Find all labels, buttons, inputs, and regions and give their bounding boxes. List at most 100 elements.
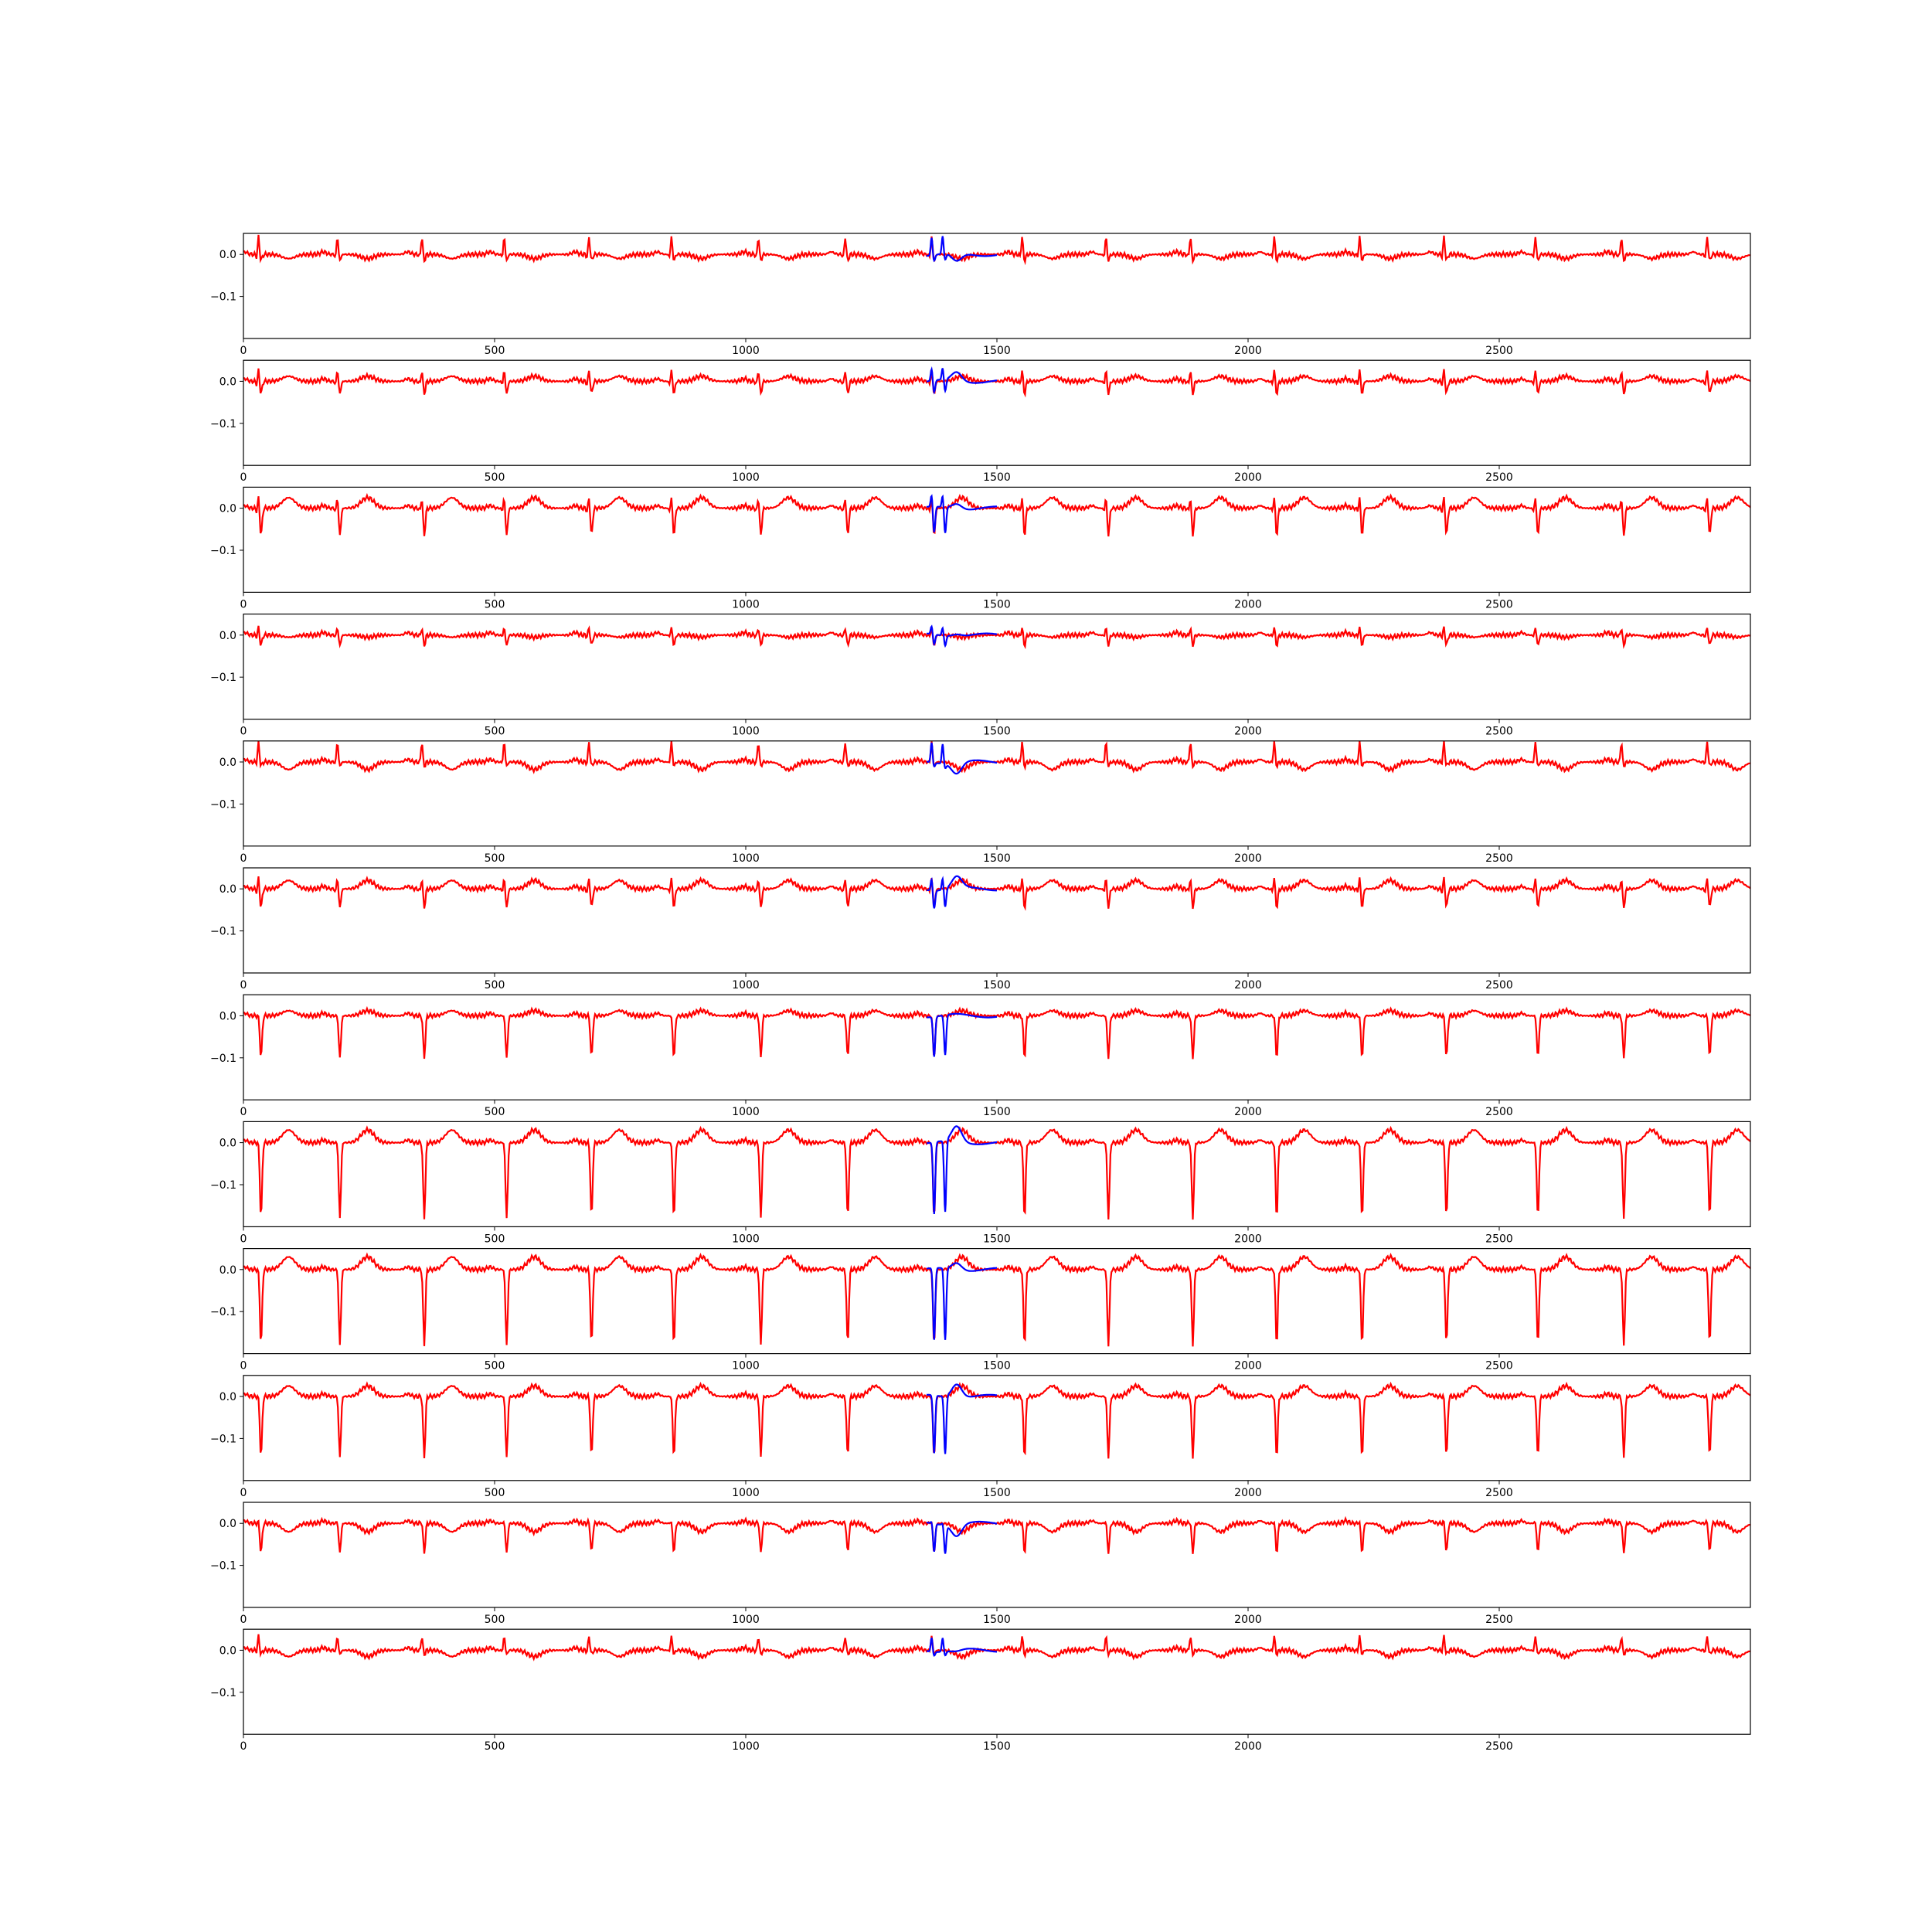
y-tick-label: −0.1: [210, 1306, 236, 1318]
x-tick-label: 500: [485, 1106, 505, 1118]
x-tick-label: 2500: [1485, 1487, 1513, 1499]
x-tick-label: 500: [485, 1614, 505, 1626]
x-tick-label: 2500: [1485, 1740, 1513, 1753]
x-tick-label: 500: [485, 852, 505, 865]
subplot-5: 0 500 1000 1500 2000 2500 0.0 −0.1: [210, 740, 1751, 865]
signal-line: [243, 1005, 1751, 1060]
x-tick-label: 500: [485, 598, 505, 611]
x-tick-label: 2000: [1234, 1487, 1262, 1499]
x-tick-label: 1000: [732, 852, 760, 865]
x-tick-label: 1000: [732, 1106, 760, 1118]
x-tick-label: 1000: [732, 1740, 760, 1753]
y-tick-label: −0.1: [210, 545, 236, 557]
signal-line: [243, 876, 1751, 911]
x-tick-label: 2500: [1485, 1614, 1513, 1626]
x-tick-label: 1000: [732, 1233, 760, 1245]
subplot-3: 0 500 1000 1500 2000 2500 0.0 −0.1: [210, 486, 1751, 611]
x-tick-label: 1500: [983, 1487, 1011, 1499]
x-tick-label: 1000: [732, 598, 760, 611]
x-tick-label: 2500: [1485, 471, 1513, 484]
y-tick-label: 0.0: [219, 883, 236, 896]
signal-line: [243, 492, 1751, 537]
overlay-line: [926, 366, 998, 395]
signal-line: [243, 1634, 1751, 1662]
x-tick-label: 2500: [1485, 1233, 1513, 1245]
x-tick-label: 1500: [983, 852, 1011, 865]
x-tick-label: 1500: [983, 979, 1011, 992]
signal-line: [243, 625, 1751, 650]
subplot-6: 0 500 1000 1500 2000 2500 0.0 −0.1: [210, 867, 1751, 992]
overlay-line: [927, 1012, 998, 1057]
x-tick-label: 2000: [1234, 598, 1262, 611]
x-tick-label: 0: [240, 1740, 247, 1753]
x-tick-label: 0: [240, 1487, 247, 1499]
x-tick-label: 0: [240, 345, 247, 357]
y-tick-label: 0.0: [219, 757, 236, 769]
x-tick-label: 0: [240, 598, 247, 611]
overlay-line: [926, 742, 998, 775]
x-tick-label: 1000: [732, 1487, 760, 1499]
y-tick-label: 0.0: [219, 1264, 236, 1277]
x-tick-label: 0: [240, 471, 247, 484]
x-tick-label: 0: [240, 726, 247, 738]
x-tick-label: 2000: [1234, 345, 1262, 357]
x-tick-label: 2000: [1234, 1106, 1262, 1118]
y-tick-label: 0.0: [219, 630, 236, 642]
overlay-line: [926, 1262, 997, 1340]
x-tick-label: 1500: [983, 1360, 1011, 1372]
subplots: 0 500 1000 1500 2000 2500 0.0 −0.1 0 500 1000 1500 2…: [210, 233, 1751, 1753]
y-tick-label: −0.1: [210, 672, 236, 684]
y-tick-label: 0.0: [219, 503, 236, 515]
y-tick-label: 0.0: [219, 1391, 236, 1403]
subplot-10: 0 500 1000 1500 2000 2500 0.0 −0.1: [210, 1375, 1751, 1499]
overlay-line: [926, 1125, 998, 1214]
x-tick-label: 1000: [732, 345, 760, 357]
y-tick-label: 0.0: [219, 376, 236, 388]
overlay-line: [926, 624, 998, 648]
y-tick-label: −0.1: [210, 1687, 236, 1699]
subplot-11: 0 500 1000 1500 2000 2500 0.0 −0.1: [210, 1502, 1751, 1626]
x-tick-label: 2500: [1485, 726, 1513, 738]
x-tick-label: 1000: [732, 1360, 760, 1372]
x-tick-label: 1000: [732, 726, 760, 738]
x-tick-label: 2000: [1234, 1360, 1262, 1372]
x-tick-label: 500: [485, 1233, 505, 1245]
x-tick-label: 2500: [1485, 1360, 1513, 1372]
x-tick-label: 500: [485, 471, 505, 484]
y-tick-label: 0.0: [219, 1518, 236, 1530]
x-tick-label: 2500: [1485, 979, 1513, 992]
y-tick-label: −0.1: [210, 1560, 236, 1573]
overlay-line: [926, 1638, 997, 1657]
x-tick-label: 2000: [1234, 852, 1262, 865]
x-tick-label: 1000: [732, 979, 760, 992]
x-tick-label: 1500: [983, 1614, 1011, 1626]
x-tick-label: 500: [485, 345, 505, 357]
x-tick-label: 2000: [1234, 979, 1262, 992]
x-tick-label: 500: [485, 1487, 505, 1499]
x-tick-label: 500: [485, 726, 505, 738]
subplot-12: 0 500 1000 1500 2000 2500 0.0 −0.1: [210, 1628, 1751, 1753]
x-tick-label: 0: [240, 979, 247, 992]
x-tick-label: 1000: [732, 1614, 760, 1626]
x-tick-label: 0: [240, 852, 247, 865]
signal-line: [243, 1252, 1751, 1347]
y-tick-label: −0.1: [210, 291, 236, 304]
subplot-7: 0 500 1000 1500 2000 2500 0.0 −0.1: [210, 994, 1751, 1118]
y-tick-label: 0.0: [219, 249, 236, 261]
y-tick-label: −0.1: [210, 1433, 236, 1445]
y-tick-label: −0.1: [210, 798, 236, 811]
x-tick-label: 0: [240, 1614, 247, 1626]
x-tick-label: 0: [240, 1360, 247, 1372]
overlay-line: [926, 494, 997, 533]
x-tick-label: 0: [240, 1106, 247, 1118]
x-tick-label: 2500: [1485, 345, 1513, 357]
overlay-line: [927, 1383, 998, 1454]
y-tick-label: 0.0: [219, 1138, 236, 1150]
signal-line: [243, 1381, 1751, 1459]
x-tick-label: 1500: [983, 471, 1011, 484]
x-tick-label: 500: [485, 1740, 505, 1753]
x-tick-label: 1500: [983, 726, 1011, 738]
y-tick-label: 0.0: [219, 1010, 236, 1022]
